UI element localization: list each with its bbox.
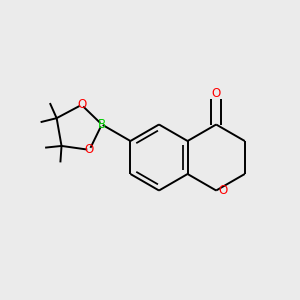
Text: O: O [77,98,86,111]
Text: B: B [98,118,106,131]
Text: O: O [218,184,227,197]
Text: O: O [212,87,221,100]
Text: O: O [85,143,94,156]
